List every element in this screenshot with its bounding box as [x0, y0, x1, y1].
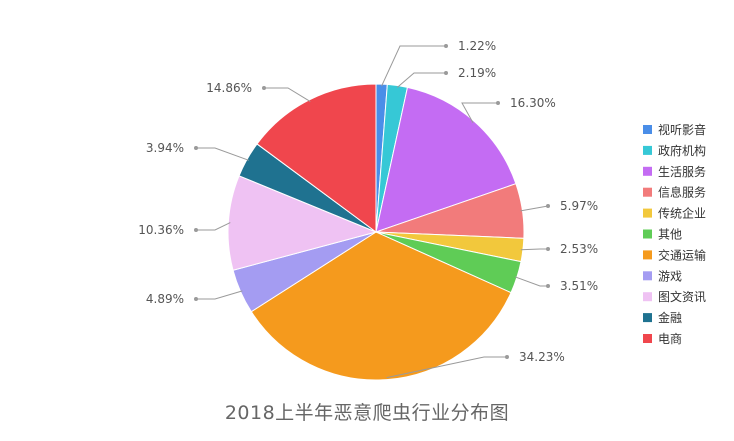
legend-label-8: 图文资讯 — [658, 289, 706, 304]
legend-label-1: 政府机构 — [658, 143, 706, 158]
leader-dot-0 — [444, 44, 448, 48]
legend-swatch-7 — [643, 271, 652, 281]
leader-line-3 — [520, 205, 549, 212]
data-label-8: 10.36% — [138, 223, 184, 237]
leader-line-5 — [514, 276, 548, 287]
legend-swatch-5 — [643, 229, 652, 239]
leader-dot-3 — [546, 204, 550, 208]
pie-slice-10 — [256, 83, 377, 233]
leader-line-1 — [396, 72, 446, 88]
data-label-9: 3.94% — [146, 141, 184, 155]
pie-slice-2 — [375, 86, 517, 233]
pie-labels: 1.22% 2.19% 16.30% 5.97% 2.53% 3.51% 34.23% 4.8… — [138, 39, 598, 379]
legend-swatch-10 — [643, 334, 652, 343]
pie-slice-8 — [227, 175, 378, 271]
data-label-4: 2.53% — [560, 242, 598, 256]
leader-dot-9 — [194, 146, 198, 150]
data-label-7: 4.89% — [146, 292, 184, 306]
leader-dot-7 — [194, 297, 198, 301]
leader-line-9 — [196, 147, 249, 161]
data-label-3: 5.97% — [560, 199, 598, 213]
leader-line-10 — [264, 87, 311, 103]
legend-label-2: 生活服务 — [658, 164, 706, 179]
leader-line-8 — [196, 222, 231, 231]
legend-label-4: 传统企业 — [658, 206, 706, 221]
legend-label-9: 金融 — [658, 310, 682, 325]
leader-line-4 — [520, 248, 548, 251]
pie-slices — [227, 83, 525, 381]
leader-line-7 — [196, 290, 243, 300]
leader-dot-8 — [194, 228, 198, 232]
pie-slice-6 — [250, 231, 512, 381]
leader-dot-2 — [496, 101, 500, 105]
legend-label-7: 游戏 — [658, 269, 682, 283]
data-label-10: 14.86% — [206, 81, 252, 95]
leader-dot-6 — [505, 355, 509, 359]
data-label-5: 3.51% — [560, 279, 598, 293]
data-label-6: 34.23% — [519, 350, 565, 364]
leader-dot-1 — [444, 71, 448, 75]
legend-swatch-4 — [643, 208, 652, 218]
legend-swatch-8 — [643, 292, 652, 302]
leader-dot-5 — [546, 284, 550, 288]
leader-line-0 — [381, 45, 446, 87]
leader-dot-10 — [262, 86, 266, 90]
legend-label-10: 电商 — [658, 331, 682, 346]
chart-title: 2018上半年恶意爬虫行业分布图 — [224, 402, 510, 424]
legend-swatch-6 — [643, 250, 652, 260]
data-label-0: 1.22% — [458, 39, 496, 53]
legend-swatch-2 — [643, 166, 652, 176]
leader-line-6 — [386, 356, 507, 379]
leader-line-2 — [461, 102, 498, 124]
legend-label-5: 其他 — [658, 228, 682, 242]
leader-dot-4 — [546, 247, 550, 251]
legend-swatch-9 — [643, 313, 652, 323]
legend-label-6: 交通运输 — [658, 247, 706, 262]
legend-swatch-3 — [643, 187, 652, 197]
legend-label-3: 信息服务 — [658, 185, 706, 200]
legend-swatch-0 — [643, 125, 652, 134]
data-label-2: 16.30% — [510, 96, 556, 110]
data-label-1: 2.19% — [458, 66, 496, 80]
legend-swatch-1 — [643, 145, 652, 155]
legend-label-0: 视听影音 — [658, 122, 706, 137]
